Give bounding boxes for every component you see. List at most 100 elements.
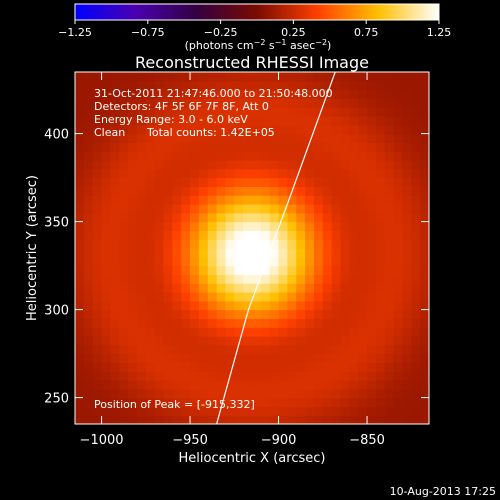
heatmap-cell [110, 309, 120, 319]
heatmap-cell [216, 309, 227, 319]
heatmap-cell [296, 80, 306, 91]
heatmap-cell [136, 239, 147, 249]
heatmap-cell [225, 239, 235, 249]
heatmap-cell [110, 186, 120, 196]
heatmap-cell [278, 371, 288, 381]
heatmap-cell [358, 230, 368, 240]
heatmap-cell [252, 415, 262, 424]
heatmap-cell [349, 186, 359, 196]
heatmap-cell [313, 72, 324, 82]
heatmap-cell [154, 80, 165, 91]
heatmap-cell [128, 72, 138, 82]
heatmap-cell [278, 292, 288, 302]
heatmap-cell [154, 388, 165, 399]
heatmap-cell [367, 230, 377, 240]
heatmap-cell [163, 353, 173, 363]
heatmap-cell [358, 168, 368, 179]
heatmap-cell [181, 371, 191, 381]
heatmap-cell [163, 72, 173, 82]
heatmap-cell [145, 239, 156, 249]
heatmap-cell [331, 239, 342, 249]
heatmap-cell [110, 371, 120, 381]
heatmap-cell [207, 72, 218, 82]
heatmap-cell [296, 318, 306, 328]
heatmap-cell [243, 212, 253, 223]
heatmap-cell [83, 353, 94, 363]
heatmap-cell [234, 397, 244, 407]
heatmap-cell [296, 388, 306, 399]
heatmap-cell [154, 168, 165, 179]
heatmap-cell [411, 230, 421, 240]
heatmap-cell [172, 371, 182, 381]
heatmap-cell [190, 362, 200, 372]
heatmap-cell [384, 239, 395, 249]
heatmap-cell [92, 142, 103, 152]
heatmap-cell [163, 239, 173, 249]
colorbar-tick-label: −0.75 [131, 26, 165, 39]
heatmap-cell [110, 151, 120, 161]
heatmap-cell [269, 177, 280, 187]
heatmap-cell [349, 107, 359, 117]
heatmap-cell [349, 318, 359, 328]
heatmap-cell [393, 406, 404, 416]
heatmap-cell [287, 230, 297, 240]
heatmap-cell [110, 336, 120, 346]
heatmap-cell [402, 107, 412, 117]
heatmap-cell [260, 283, 271, 293]
heatmap-cell [225, 151, 235, 161]
heatmap-cell [92, 72, 103, 82]
heatmap-cell [331, 344, 342, 355]
heatmap-cell [411, 142, 421, 152]
heatmap-cell [252, 300, 262, 311]
heatmap-cell [136, 177, 147, 187]
heatmap-cell [375, 256, 386, 267]
heatmap-cell [331, 309, 342, 319]
heatmap-cell [349, 160, 359, 170]
heatmap-cell [367, 327, 377, 337]
heatmap-cell [234, 212, 244, 223]
heatmap-cell [92, 116, 103, 126]
heatmap-cell [190, 336, 200, 346]
heatmap-cell [349, 177, 359, 187]
heatmap-cell [358, 195, 368, 205]
heatmap-cell [234, 116, 244, 126]
heatmap-cell [287, 116, 297, 126]
heatmap-cell [163, 142, 173, 152]
heatmap-cell [260, 195, 271, 205]
heatmap-cell [349, 89, 359, 99]
heatmap-cell [305, 380, 315, 390]
heatmap-cell [190, 406, 200, 416]
heatmap-cell [128, 344, 138, 355]
heatmap-cell [278, 274, 288, 284]
heatmap-cell [252, 380, 262, 390]
heatmap-cell [145, 292, 156, 302]
heatmap-cell [234, 318, 244, 328]
heatmap-cell [110, 344, 120, 355]
heatmap-cell [260, 318, 271, 328]
heatmap-cell [420, 98, 429, 108]
heatmap-cell [154, 89, 165, 99]
heatmap-cell [110, 212, 120, 223]
heatmap-cell [136, 230, 147, 240]
heatmap-cell [163, 380, 173, 390]
heatmap-cell [75, 168, 85, 179]
heatmap-cell [260, 177, 271, 187]
heatmap-cell [260, 300, 271, 311]
heatmap-cell [420, 371, 429, 381]
heatmap-cell [287, 300, 297, 311]
plot-frame [74, 71, 430, 425]
heatmap-cell [402, 204, 412, 214]
heatmap-cell [216, 283, 227, 293]
heatmap-cell [243, 151, 253, 161]
heatmap-cell [207, 362, 218, 372]
heatmap-cell [287, 204, 297, 214]
heatmap-cell [384, 353, 395, 363]
heatmap-cell [367, 415, 377, 424]
heatmap-cell [172, 344, 182, 355]
heatmap-cell [358, 327, 368, 337]
heatmap-cell [375, 151, 386, 161]
heatmap-cell [110, 362, 120, 372]
heatmap-cell [313, 380, 324, 390]
heatmap-cell [75, 256, 85, 267]
heatmap-cell [234, 309, 244, 319]
